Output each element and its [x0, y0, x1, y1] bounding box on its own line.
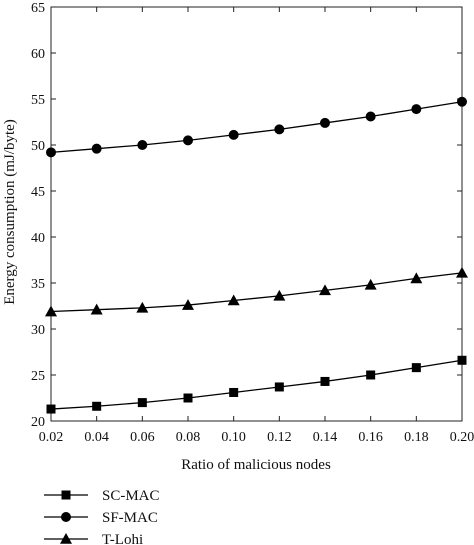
- plot-frame: [50, 6, 463, 422]
- legend-marker-t-lohi: [60, 533, 72, 544]
- data-point-sf-mac: [457, 96, 467, 107]
- y-tick-label: 25: [31, 369, 45, 384]
- series-line-sf-mac: [50, 101, 463, 154]
- legend-label-t-lohi: T-Lohi: [102, 532, 143, 545]
- data-point-sc-mac: [183, 393, 193, 403]
- data-point-sc-mac: [274, 382, 284, 392]
- data-point-sf-mac: [91, 143, 102, 154]
- data-point-t-lohi: [319, 284, 331, 296]
- data-point-sc-mac: [92, 401, 102, 411]
- y-axis-label: Energy consumption (mJ/byte): [2, 119, 18, 305]
- x-tick-label: 0.04: [84, 430, 109, 445]
- x-tick-label: 0.16: [358, 430, 383, 445]
- data-point-sc-mac: [137, 398, 147, 408]
- data-point-sf-mac: [411, 104, 422, 115]
- series-line-t-lohi: [50, 272, 463, 313]
- legend-marker-sf-mac: [61, 512, 71, 522]
- data-point-sc-mac: [366, 370, 376, 380]
- x-tick-label: 0.18: [404, 430, 429, 445]
- y-tick-label: 20: [31, 415, 45, 430]
- data-point-t-lohi: [90, 303, 103, 315]
- data-point-sf-mac: [137, 140, 148, 150]
- legend-marker-sc-mac: [61, 490, 71, 500]
- data-point-t-lohi: [273, 289, 286, 301]
- x-tick-label: 0.08: [176, 430, 201, 445]
- y-tick-label: 60: [31, 47, 45, 62]
- data-point-sf-mac: [274, 124, 285, 135]
- data-point-t-lohi: [410, 272, 423, 284]
- data-point-t-lohi: [136, 301, 149, 313]
- y-tick-label: 35: [31, 277, 45, 292]
- x-tick-label: 0.12: [267, 430, 292, 445]
- y-tick-label: 55: [31, 93, 45, 108]
- data-point-sf-mac: [228, 129, 239, 140]
- data-point-t-lohi: [364, 278, 377, 290]
- x-tick-label: 0.20: [450, 430, 474, 445]
- x-tick-label: 0.10: [221, 430, 246, 445]
- data-point-sc-mac: [457, 355, 467, 365]
- data-point-sc-mac: [46, 404, 56, 414]
- data-point-t-lohi: [227, 294, 240, 306]
- x-tick-label: 0.14: [313, 430, 338, 445]
- data-point-t-lohi: [45, 305, 57, 317]
- data-point-t-lohi: [456, 266, 468, 278]
- data-point-sc-mac: [229, 387, 239, 397]
- legend: SC-MAC SF-MAC T-Lohi: [44, 488, 160, 545]
- y-tick-label: 50: [31, 139, 45, 154]
- y-tick-label: 65: [31, 1, 45, 16]
- data-point-sc-mac: [320, 376, 330, 386]
- data-point-sf-mac: [46, 147, 56, 158]
- x-tick-label: 0.02: [39, 430, 64, 445]
- data-point-t-lohi: [182, 299, 194, 310]
- y-tick-label: 40: [31, 231, 45, 246]
- y-tick-label: 45: [31, 185, 45, 200]
- series-line-sc-mac: [50, 359, 463, 410]
- legend-label-sc-mac: SC-MAC: [102, 488, 160, 504]
- x-axis-label: Ratio of malicious nodes: [181, 457, 331, 473]
- plot-area: 0.02 0.04 0.06 0.08 0.10 0.12 0.14 0.16 0.18 0.20…: [31, 1, 474, 445]
- legend-label-sf-mac: SF-MAC: [102, 510, 158, 526]
- x-tick-label: 0.06: [130, 430, 155, 445]
- y-tick-label: 30: [31, 323, 45, 338]
- data-point-sf-mac: [365, 111, 376, 122]
- data-point-sc-mac: [411, 363, 421, 373]
- data-point-sf-mac: [183, 135, 193, 146]
- data-point-sf-mac: [320, 117, 330, 128]
